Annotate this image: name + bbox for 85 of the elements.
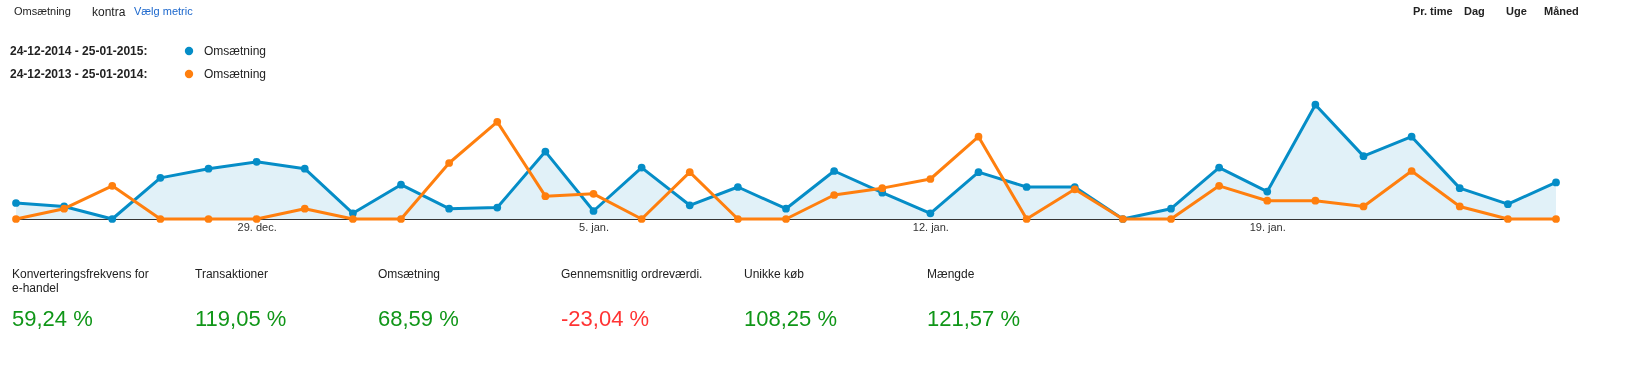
category-label: Omsætning bbox=[378, 267, 441, 281]
point bbox=[1455, 202, 1464, 211]
point bbox=[782, 215, 790, 223]
text: 68,59 % bbox=[378, 306, 459, 331]
text: 24-12-2013 - 25-01-2014: bbox=[10, 67, 148, 81]
point bbox=[1311, 196, 1320, 205]
category-label: Gennemsnitlig ordreværdi. bbox=[561, 267, 703, 281]
point bbox=[204, 215, 213, 223]
text: -23,04 % bbox=[561, 306, 650, 331]
point bbox=[1167, 215, 1175, 223]
point bbox=[878, 184, 887, 193]
text: Dag bbox=[1464, 5, 1485, 17]
point bbox=[1167, 204, 1175, 213]
point bbox=[252, 157, 261, 166]
category-label: Mængde bbox=[927, 267, 975, 281]
point bbox=[637, 163, 646, 172]
text: Pr. time bbox=[1413, 5, 1453, 17]
point bbox=[108, 181, 117, 190]
point bbox=[541, 147, 550, 156]
point bbox=[445, 204, 453, 213]
point bbox=[1215, 181, 1223, 190]
point bbox=[541, 192, 550, 201]
point bbox=[1022, 215, 1031, 223]
point bbox=[1552, 178, 1560, 187]
point bbox=[1215, 163, 1223, 172]
text: Uge bbox=[1506, 5, 1527, 17]
category-label: Konverteringsfrekvens for e-handel bbox=[12, 267, 149, 295]
point bbox=[1263, 187, 1272, 196]
point bbox=[349, 215, 357, 223]
x-tick-label: 29. dec. bbox=[237, 220, 277, 233]
text: 119,05 % bbox=[195, 306, 287, 331]
point bbox=[1455, 184, 1464, 193]
text: Omsætning bbox=[14, 5, 71, 17]
text: Måned bbox=[1544, 5, 1579, 17]
point bbox=[1504, 215, 1512, 223]
point bbox=[1022, 183, 1031, 191]
category-label: Transaktioner bbox=[195, 267, 268, 281]
x-tick-label: 19. jan. bbox=[1249, 220, 1286, 233]
point bbox=[685, 168, 694, 177]
x-tick-label: 5. jan. bbox=[579, 220, 609, 233]
point bbox=[156, 215, 165, 223]
point bbox=[734, 183, 742, 191]
point bbox=[685, 201, 694, 210]
category-label: Unikke køb bbox=[744, 267, 805, 281]
point bbox=[12, 215, 20, 223]
point bbox=[974, 132, 983, 141]
x-tick-label: 12. jan. bbox=[912, 220, 949, 233]
text: 121,57 % bbox=[927, 306, 1020, 331]
point bbox=[782, 204, 790, 213]
point bbox=[1263, 196, 1272, 205]
point bbox=[156, 173, 165, 182]
point bbox=[252, 215, 261, 223]
point bbox=[830, 191, 838, 199]
text: 24-12-2014 - 25-01-2015: bbox=[10, 44, 148, 58]
point bbox=[974, 168, 983, 177]
point bbox=[300, 204, 309, 213]
point bbox=[1359, 202, 1368, 211]
point bbox=[589, 207, 598, 215]
point bbox=[445, 159, 453, 167]
point bbox=[1407, 167, 1416, 175]
point bbox=[1407, 132, 1416, 141]
text: 108,25 % bbox=[744, 306, 837, 331]
text: 59,24 % bbox=[12, 306, 93, 331]
point bbox=[926, 209, 935, 218]
point bbox=[926, 175, 935, 183]
point bbox=[108, 215, 117, 223]
point bbox=[1504, 200, 1512, 209]
point bbox=[12, 199, 20, 207]
point bbox=[397, 180, 405, 189]
legend-label: Omsætning bbox=[204, 44, 267, 58]
point bbox=[300, 164, 309, 173]
point bbox=[830, 167, 838, 175]
point bbox=[493, 203, 502, 212]
point bbox=[1552, 215, 1560, 223]
text: Vælg metric bbox=[134, 5, 194, 17]
point bbox=[493, 117, 502, 126]
legend-label: Omsætning bbox=[204, 67, 267, 81]
point bbox=[734, 215, 742, 223]
point bbox=[204, 164, 213, 173]
point bbox=[1311, 100, 1320, 109]
point bbox=[637, 215, 646, 223]
point bbox=[589, 189, 598, 198]
point bbox=[1359, 152, 1368, 161]
text: kontra bbox=[92, 5, 126, 19]
point bbox=[397, 215, 405, 223]
